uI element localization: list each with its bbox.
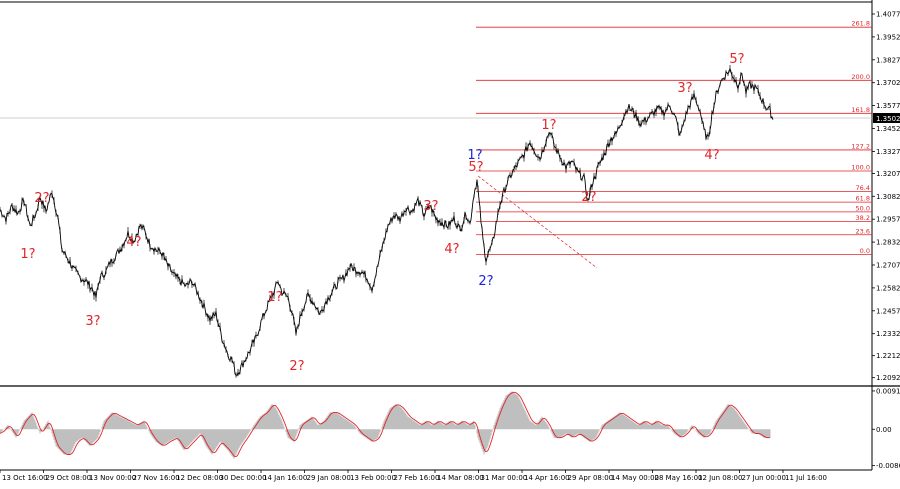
- price-tick-label: 1.2957: [876, 216, 900, 224]
- current-price-text: 1.3502: [876, 115, 900, 123]
- wave-label: 4?: [126, 235, 141, 250]
- wave-label: 1?: [541, 118, 556, 133]
- time-tick-label: 12 Dec 08:00: [176, 474, 223, 482]
- price-axis: 1.4077 1.3952 1.3827 1.3702 1.3577 1.3452 1.33…: [872, 10, 900, 382]
- price-wicks: [0, 65, 773, 378]
- wave-label: 2?: [581, 190, 596, 205]
- wave-labels: 2?1?3?4?2?1?3?4?1?5?2?1?2?3?4?5?: [20, 52, 744, 374]
- price-tick-label: 1.2582: [876, 284, 900, 292]
- time-tick-label: 28 May 16:00: [655, 474, 703, 482]
- time-tick-label: 30 Dec 00:00: [220, 474, 267, 482]
- wave-label: 1?: [467, 148, 482, 163]
- time-tick-label: 14 May 00:00: [611, 474, 659, 482]
- fib-level-label: 50.0: [856, 204, 870, 212]
- time-tick-label: 27 Nov 16:00: [133, 474, 180, 482]
- oscillator-bars: [0, 391, 771, 459]
- fib-level-label: 76.4: [856, 184, 870, 192]
- fib-level-label: 200.0: [851, 73, 870, 81]
- time-tick-label: 27 Feb 16:00: [394, 474, 440, 482]
- fib-level-label: 23.6: [856, 227, 870, 235]
- price-tick-label: 1.3577: [876, 102, 900, 110]
- fib-level-label: 261.8: [851, 20, 870, 28]
- time-tick-label: 29 Oct 08:00: [46, 474, 92, 482]
- price-tick-label: 1.3952: [876, 33, 900, 41]
- wave-label: 1?: [20, 247, 35, 262]
- time-tick-label: 29 Jan 08:00: [307, 474, 351, 482]
- wave-label: 3?: [677, 81, 692, 96]
- price-tick-label: 1.3827: [876, 56, 900, 64]
- oscillator-tick-label: -0.00862: [876, 462, 900, 470]
- wave-label: 3?: [85, 314, 100, 329]
- fib-level-label: 0.0: [860, 247, 870, 255]
- oscillator-signal-line: [0, 391, 770, 458]
- fib-level-label: 100.0: [851, 164, 870, 172]
- oscillator-signal: [0, 391, 770, 458]
- price-tick-label: 1.2707: [876, 261, 900, 269]
- price-tick-label: 1.2832: [876, 239, 900, 247]
- current-price-tag: 1.3502: [873, 113, 900, 123]
- fib-level-label: 161.8: [851, 106, 870, 114]
- price-tick-label: 1.2212: [876, 352, 900, 360]
- wave-label: 2?: [478, 274, 493, 289]
- price-tick-label: 1.3702: [876, 79, 900, 87]
- oscillator-tick-label: 0.00: [876, 426, 892, 434]
- time-tick-label: 14 Mar 08:00: [437, 474, 484, 482]
- price-tick-label: 1.4077: [876, 10, 900, 18]
- oscillator-tick-label: 0.0091: [876, 387, 900, 395]
- main-price-panel: 261.8 200.0 161.8 127.2 100.0 76.4 61.850.0 38.…: [0, 0, 900, 386]
- fibonacci-levels: 261.8 200.0 161.8 127.2 100.0 76.4 61.850.0 38.…: [476, 20, 872, 255]
- time-tick-label: 13 Nov 00:00: [89, 474, 136, 482]
- time-tick-label: 13 Oct 16:00: [2, 474, 48, 482]
- price-tick-label: 1.3452: [876, 125, 900, 133]
- price-tick-label: 1.3082: [876, 193, 900, 201]
- wave-label: 4?: [444, 242, 459, 257]
- time-tick-label: 29 Apr 08:00: [568, 474, 614, 482]
- fib-level-label: 61.8: [856, 195, 870, 203]
- price-tick-label: 1.2332: [876, 330, 900, 338]
- price-tick-label: 1.3327: [876, 148, 900, 156]
- time-tick-label: 13 Feb 00:00: [350, 474, 396, 482]
- fib-level-label: 127.2: [851, 142, 870, 150]
- time-tick-label: 11 Jul 16:00: [785, 474, 827, 482]
- price-tick-label: 1.2457: [876, 307, 900, 315]
- time-tick-label: 14 Apr 16:00: [524, 474, 570, 482]
- oscillator-axis: 0.0091 0.00 -0.00862: [872, 387, 900, 470]
- price-tick-label: 1.2092: [876, 374, 900, 382]
- fib-level-label: 38.2: [856, 214, 870, 222]
- time-tick-label: 12 Jun 08:00: [698, 474, 742, 482]
- price-tick-label: 1.3207: [876, 170, 900, 178]
- retracement-dashed-line: [477, 175, 598, 269]
- wave-label: 3?: [423, 199, 438, 214]
- wave-label: 2?: [34, 191, 49, 206]
- wave-label: 5?: [729, 52, 744, 67]
- time-tick-label: 14 Jan 16:00: [263, 474, 307, 482]
- wave-label: 1?: [267, 290, 282, 305]
- oscillator-panel: 0.0091 0.00 -0.00862: [0, 386, 900, 471]
- wave-label: 2?: [289, 359, 304, 374]
- time-tick-label: 27 Jun 00:00: [742, 474, 786, 482]
- oscillator-histogram: [0, 391, 771, 459]
- wave-label: 5?: [468, 160, 483, 175]
- price-series: [0, 65, 774, 378]
- time-tick-label: 31 Mar 00:00: [481, 474, 528, 482]
- retracement-guide: [477, 175, 598, 269]
- wave-label: 4?: [704, 148, 719, 163]
